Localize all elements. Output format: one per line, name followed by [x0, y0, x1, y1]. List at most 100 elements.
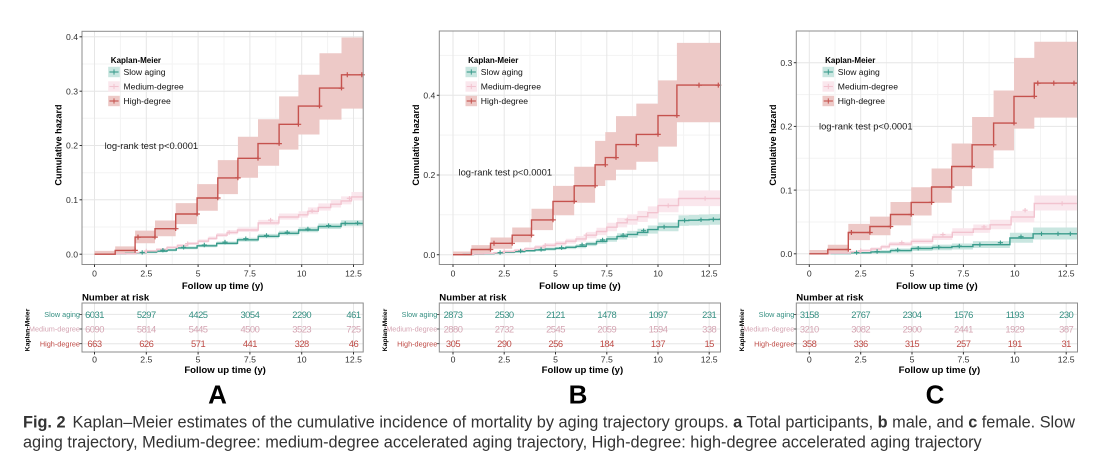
svg-text:Follow up time (y): Follow up time (y) — [539, 281, 621, 292]
svg-text:5: 5 — [196, 269, 201, 279]
svg-text:Kaplan-Meier: Kaplan-Meier — [825, 56, 875, 65]
svg-text:Kaplan-Meier: Kaplan-Meier — [111, 56, 161, 65]
svg-text:2441: 2441 — [954, 323, 973, 334]
svg-text:3054: 3054 — [240, 309, 259, 320]
svg-text:5814: 5814 — [137, 323, 156, 334]
svg-text:Slow aging: Slow aging — [838, 67, 880, 77]
svg-text:12.5: 12.5 — [1058, 354, 1075, 364]
svg-text:0: 0 — [92, 354, 97, 364]
svg-text:2530: 2530 — [495, 309, 514, 320]
svg-text:Medium-degree: Medium-degree — [29, 325, 80, 334]
svg-text:46: 46 — [349, 338, 359, 349]
svg-text:5: 5 — [553, 354, 558, 364]
svg-text:High-degree: High-degree — [397, 339, 437, 348]
svg-text:12.5: 12.5 — [345, 269, 362, 279]
svg-text:Number at risk: Number at risk — [439, 293, 507, 304]
svg-text:7.5: 7.5 — [957, 354, 969, 364]
svg-text:0.4: 0.4 — [423, 91, 435, 101]
svg-text:336: 336 — [854, 338, 868, 349]
svg-text:0: 0 — [807, 269, 812, 279]
svg-text:0.0: 0.0 — [66, 249, 78, 259]
svg-text:1193: 1193 — [1006, 309, 1024, 320]
svg-text:0: 0 — [451, 269, 456, 279]
svg-text:231: 231 — [702, 309, 716, 320]
svg-text:0.1: 0.1 — [780, 185, 792, 195]
svg-text:338: 338 — [702, 323, 716, 334]
svg-text:Slow aging: Slow aging — [759, 310, 795, 319]
svg-text:2059: 2059 — [597, 323, 616, 334]
svg-text:0.2: 0.2 — [423, 170, 435, 180]
svg-text:2.5: 2.5 — [855, 354, 867, 364]
svg-text:0.0: 0.0 — [780, 249, 792, 259]
svg-text:log-rank test p<0.0001: log-rank test p<0.0001 — [819, 121, 913, 132]
svg-text:10: 10 — [653, 354, 663, 364]
svg-text:Number at risk: Number at risk — [82, 293, 150, 304]
svg-text:High-degree: High-degree — [124, 96, 172, 106]
svg-text:5: 5 — [196, 354, 201, 364]
svg-text:10: 10 — [297, 354, 307, 364]
svg-text:0.3: 0.3 — [780, 58, 792, 68]
svg-text:1594: 1594 — [649, 323, 668, 334]
svg-text:Slow aging: Slow aging — [44, 310, 80, 319]
svg-text:137: 137 — [651, 338, 665, 349]
svg-text:7.5: 7.5 — [601, 269, 613, 279]
svg-text:Medium-degree: Medium-degree — [838, 82, 898, 92]
svg-text:2290: 2290 — [292, 309, 311, 320]
svg-text:log-rank test p<0.0001: log-rank test p<0.0001 — [105, 140, 199, 151]
svg-text:256: 256 — [548, 338, 562, 349]
svg-text:Follow up time (y): Follow up time (y) — [542, 365, 624, 376]
svg-text:290: 290 — [497, 338, 511, 349]
svg-text:257: 257 — [956, 338, 970, 349]
svg-text:10: 10 — [1010, 269, 1020, 279]
svg-text:328: 328 — [295, 338, 309, 349]
svg-text:Follow up time (y): Follow up time (y) — [896, 281, 978, 292]
svg-text:12.5: 12.5 — [345, 354, 362, 364]
svg-text:2767: 2767 — [851, 309, 870, 320]
svg-text:Slow aging: Slow aging — [402, 310, 438, 319]
svg-text:31: 31 — [1061, 338, 1071, 349]
svg-text:Slow aging: Slow aging — [481, 67, 523, 77]
svg-text:5: 5 — [553, 269, 558, 279]
svg-text:725: 725 — [346, 323, 360, 334]
svg-text:0: 0 — [807, 354, 812, 364]
svg-text:Cumulative hazard: Cumulative hazard — [768, 104, 778, 185]
svg-text:191: 191 — [1008, 338, 1022, 349]
svg-text:358: 358 — [802, 338, 816, 349]
svg-text:Kaplan-Meier: Kaplan-Meier — [382, 308, 389, 351]
svg-text:Medium-degree: Medium-degree — [386, 325, 437, 334]
svg-text:4425: 4425 — [189, 309, 208, 320]
svg-text:Medium-degree: Medium-degree — [124, 82, 184, 92]
svg-text:Medium-degree: Medium-degree — [743, 325, 794, 334]
svg-text:2.5: 2.5 — [140, 269, 152, 279]
svg-text:7.5: 7.5 — [957, 269, 969, 279]
svg-text:Medium-degree: Medium-degree — [481, 82, 541, 92]
svg-text:2873: 2873 — [444, 309, 463, 320]
svg-text:571: 571 — [191, 338, 205, 349]
svg-text:Slow aging: Slow aging — [124, 67, 166, 77]
svg-text:184: 184 — [600, 338, 614, 349]
svg-text:441: 441 — [243, 338, 257, 349]
svg-text:Number at risk: Number at risk — [796, 293, 864, 304]
svg-text:2121: 2121 — [546, 309, 565, 320]
svg-text:0: 0 — [92, 269, 97, 279]
svg-text:0: 0 — [451, 354, 456, 364]
svg-text:5297: 5297 — [137, 309, 156, 320]
svg-text:387: 387 — [1059, 323, 1073, 334]
svg-text:High-degree: High-degree — [481, 96, 529, 106]
svg-text:Kaplan-Meier: Kaplan-Meier — [739, 308, 746, 351]
svg-text:12.5: 12.5 — [1058, 269, 1075, 279]
svg-text:1097: 1097 — [649, 309, 668, 320]
svg-text:0.0: 0.0 — [423, 250, 435, 260]
svg-text:0.1: 0.1 — [66, 195, 78, 205]
svg-text:315: 315 — [905, 338, 919, 349]
svg-text:663: 663 — [87, 338, 101, 349]
svg-text:10: 10 — [297, 269, 307, 279]
svg-text:1576: 1576 — [954, 309, 973, 320]
svg-text:0.2: 0.2 — [66, 141, 78, 151]
svg-text:4500: 4500 — [240, 323, 259, 334]
svg-text:3210: 3210 — [800, 323, 819, 334]
svg-text:1478: 1478 — [597, 309, 616, 320]
svg-text:aging trajectory, Medium-degre: aging trajectory, Medium-degree: medium-… — [23, 434, 983, 452]
svg-text:305: 305 — [446, 338, 460, 349]
